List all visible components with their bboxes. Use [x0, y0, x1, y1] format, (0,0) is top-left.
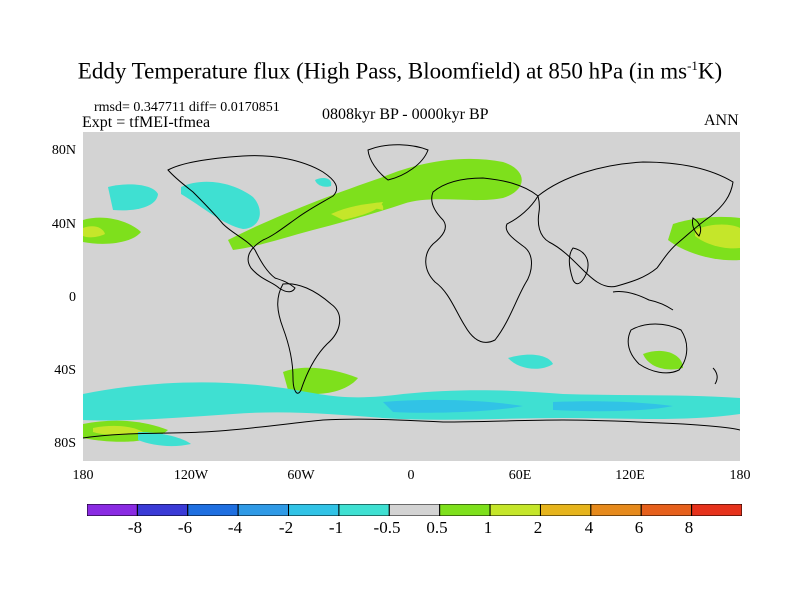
coast-indonesia — [612, 291, 674, 311]
coast-north-america — [167, 155, 338, 293]
colorbar-label: 1 — [483, 518, 493, 537]
field-australia-positive — [643, 350, 683, 370]
colorbar-cell — [691, 504, 742, 516]
lat-label-40s: 40S — [54, 363, 76, 378]
lat-label-0: 0 — [69, 290, 76, 305]
lat-label-80s: 80S — [54, 436, 76, 451]
lat-label-40n: 40N — [51, 217, 76, 232]
period-label: 0808kyr BP - 0000kyr BP — [322, 106, 489, 123]
colorbar-label: 6 — [634, 518, 644, 537]
field-pacific-nw-negative — [108, 184, 158, 211]
coast-antarctica — [83, 418, 740, 439]
colorbar-cell — [288, 504, 340, 516]
colorbar-label: 8 — [684, 518, 694, 537]
colorbar-label: -4 — [227, 518, 243, 537]
coast-europe-africa — [425, 177, 539, 343]
colorbar-cell — [590, 504, 642, 516]
stats-text: rmsd= 0.347711 diff= 0.0170851 — [94, 100, 280, 115]
colorbar-label: 0.5 — [426, 518, 448, 537]
coast-new-zealand — [712, 367, 718, 385]
colorbar-label: -1 — [328, 518, 344, 537]
coast-japan — [692, 217, 702, 237]
colorbar-cell — [187, 504, 239, 516]
experiment-label: Expt = tfMEI-tfmea — [82, 114, 211, 131]
field-dateline-east-strong — [695, 224, 740, 249]
field-dateline-west-strong — [83, 226, 105, 238]
colorbar-label: 2 — [533, 518, 543, 537]
colorbar-cell — [87, 504, 138, 516]
plot-title: Eddy Temperature flux (High Pass, Bloomf… — [77, 58, 723, 84]
colorbar-label: -2 — [278, 518, 294, 537]
colorbar — [87, 504, 742, 516]
colorbar-cell — [136, 504, 189, 516]
field-pacific-nw-negative-2 — [315, 178, 332, 187]
lon-label-180w: 180 — [72, 468, 94, 483]
colorbar-label: 4 — [584, 518, 594, 537]
colorbar-label: -8 — [127, 518, 143, 537]
field-antarctic-strong — [93, 425, 143, 435]
coast-south-america — [277, 283, 341, 394]
colorbar-cell — [539, 504, 592, 516]
coastlines — [83, 144, 740, 439]
field-southern-ocean-core-2 — [553, 401, 673, 412]
colorbar-cell — [489, 504, 541, 516]
world-map — [83, 132, 740, 461]
coast-india — [568, 247, 589, 285]
field-southern-ocean-core — [383, 399, 523, 413]
colorbar-cell — [338, 504, 390, 516]
colorbar-cell — [388, 504, 441, 516]
field-dateline-west-positive — [83, 217, 141, 244]
lon-label-60e: 60E — [508, 468, 532, 483]
colorbar-cell — [237, 504, 290, 516]
coast-greenland — [367, 144, 429, 181]
lon-label-120w: 120W — [173, 468, 209, 483]
colorbar-label: -6 — [177, 518, 193, 537]
coast-asia — [537, 161, 734, 288]
field-east-pacific-south-negative — [508, 354, 553, 369]
colorbar-label: -0.5 — [373, 518, 401, 537]
field-antarctic-negative — [138, 432, 191, 447]
lon-label-0: 0 — [407, 468, 415, 483]
lon-label-120e: 120E — [615, 468, 645, 483]
lat-label-80n: 80N — [51, 143, 76, 158]
colorbar-cell — [439, 504, 491, 516]
coast-australia — [627, 323, 688, 374]
anomaly-fields — [83, 158, 740, 447]
lon-label-180e: 180 — [729, 468, 751, 483]
field-north-atlantic-strong-2 — [368, 202, 384, 210]
season-label: ANN — [704, 112, 739, 129]
colorbar-cell — [640, 504, 693, 516]
field-north-pacific-negative — [181, 181, 260, 229]
lon-label-60w: 60W — [287, 468, 315, 483]
